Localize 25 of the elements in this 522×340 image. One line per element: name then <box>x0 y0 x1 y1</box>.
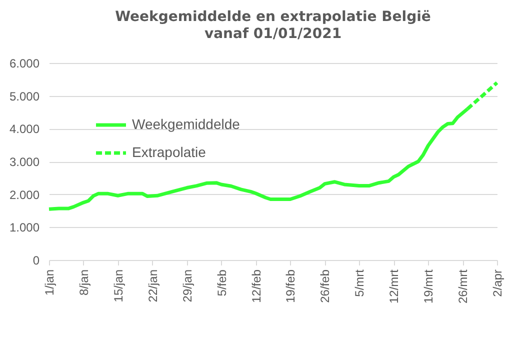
x-tick-label: 8/jan <box>76 270 91 296</box>
x-tick-label: 26/mrt <box>456 268 470 304</box>
legend-label: Weekgemiddelde <box>132 116 240 132</box>
y-tick-label: 5.000 <box>9 89 40 104</box>
y-tick-label: 3.000 <box>9 155 40 169</box>
x-tick-label: 19/feb <box>284 269 298 303</box>
x-tick-label: 29/jan <box>180 270 194 302</box>
y-tick-label: 4.000 <box>9 122 40 136</box>
x-tick-label: 26/feb <box>318 269 332 303</box>
y-tick-label: 0 <box>32 254 40 268</box>
x-tick-label: 22/jan <box>146 270 160 302</box>
x-tick-label: 19/mrt <box>422 268 436 304</box>
y-tick-label: 1.000 <box>9 220 40 235</box>
chart-subtitle: vanaf 01/01/2021 <box>204 26 342 42</box>
x-tick-label: 12/feb <box>249 269 264 303</box>
chart-title: Weekgemiddelde en extrapolatie België <box>115 9 431 25</box>
x-tick-label: 2/apr <box>490 270 504 297</box>
x-tick-label: 15/jan <box>111 270 126 302</box>
x-tick-label: 5/mrt <box>352 268 367 297</box>
x-tick-label: 12/mrt <box>387 268 402 304</box>
legend-label: Extrapolatie <box>132 144 206 160</box>
y-tick-label: 6.000 <box>9 56 40 70</box>
y-tick-label: 2.000 <box>9 188 40 202</box>
x-tick-label: 1/jan <box>42 270 56 296</box>
x-tick-label: 5/feb <box>214 269 229 296</box>
